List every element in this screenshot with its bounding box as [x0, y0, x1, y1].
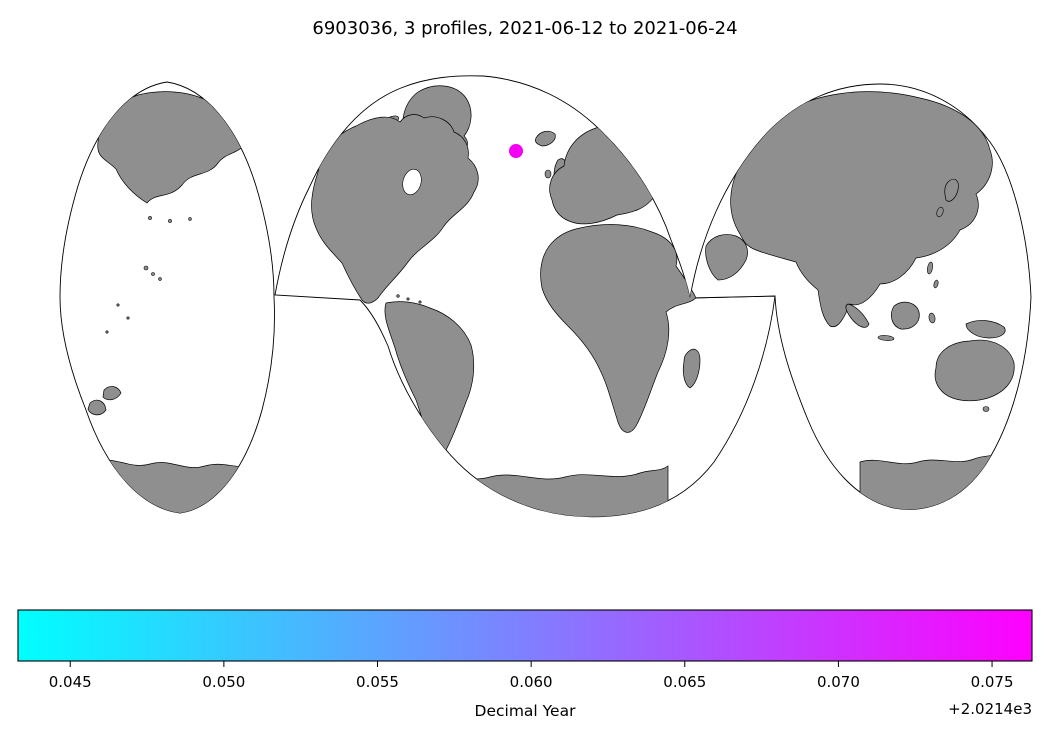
pacific-island	[126, 316, 130, 320]
profile-marker	[509, 144, 523, 158]
ireland-island	[544, 169, 552, 179]
philippines-island	[927, 261, 933, 275]
colorbar-tick-label: 0.075	[971, 673, 1014, 691]
pacific-island	[116, 303, 120, 307]
landmass-antarctica-left	[94, 455, 293, 517]
colorbar-offset-text: +2.0214e3	[948, 700, 1032, 718]
landmass-madagascar	[682, 348, 701, 389]
sulawesi-island	[928, 312, 936, 324]
caribbean-island	[406, 297, 410, 301]
aleutian-island	[188, 217, 192, 221]
landmass-antarctica-right	[859, 449, 1005, 517]
landmass-iceland	[535, 130, 556, 147]
arctic-island	[596, 104, 600, 108]
colorbar-gradient	[17, 609, 1033, 662]
colorbar-axis-label: Decimal Year	[475, 702, 577, 720]
colorbar-ticks: 0.045 0.050 0.055 0.060 0.065 0.070 0.075	[49, 661, 1014, 691]
hawaii-island	[158, 277, 162, 281]
pacific-island	[105, 330, 109, 334]
caribbean-island	[418, 300, 422, 304]
landmass-sumatra	[845, 303, 870, 328]
aleutian-island	[148, 216, 152, 220]
japan-island	[936, 206, 944, 218]
svalbard-island	[570, 100, 574, 104]
colorbar-tick-label: 0.070	[817, 673, 860, 691]
landmass-australia	[934, 339, 1015, 402]
java-island	[877, 335, 895, 341]
landmass-japan	[944, 178, 959, 202]
landmass-africa	[540, 224, 697, 433]
aleutian-island	[168, 219, 172, 223]
hawaii-island	[151, 272, 155, 276]
colorbar-tick-label: 0.055	[356, 673, 399, 691]
landmass-new-zealand-south	[87, 399, 107, 416]
landmass-arabia	[705, 234, 748, 281]
landmass-new-zealand-north	[102, 386, 122, 401]
hawaii-island	[143, 265, 149, 271]
hudson-bay	[402, 168, 422, 196]
landmass-siberia-alaska	[97, 91, 247, 204]
colorbar-tick-label: 0.060	[510, 673, 553, 691]
colorbar: 0.045 0.050 0.055 0.060 0.065 0.070 0.075 Deci…	[17, 609, 1033, 720]
landmass-borneo	[891, 301, 920, 330]
figure-title: 6903036, 3 profiles, 2021-06-12 to 2021-…	[312, 18, 737, 39]
tasmania-island	[982, 406, 990, 412]
landmass-new-guinea	[965, 320, 1006, 339]
colorbar-tick-label: 0.065	[663, 673, 706, 691]
landmass-north-america	[311, 114, 479, 304]
colorbar-tick-label: 0.045	[49, 673, 92, 691]
philippines-island	[933, 279, 939, 289]
map-land	[87, 85, 1015, 517]
caribbean-island	[396, 294, 400, 298]
colorbar-tick-label: 0.050	[202, 673, 245, 691]
